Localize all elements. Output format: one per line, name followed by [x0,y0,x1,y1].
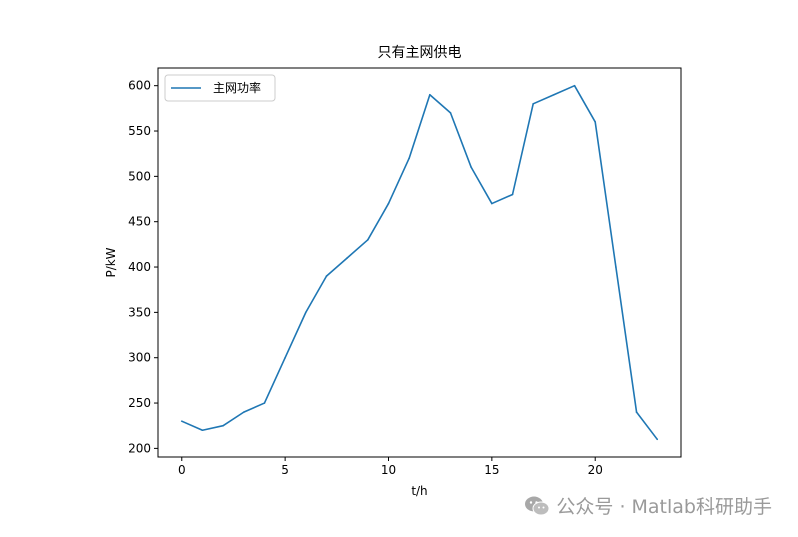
data-point [222,424,224,427]
watermark: 公众号 · Matlab科研助手 [524,492,772,519]
plot-area-frame [157,67,682,458]
data-point [242,411,245,413]
data-point [429,93,431,96]
x-tick-label: 15 [484,463,499,477]
data-point [491,202,493,205]
x-axis-title: t/h [411,484,427,498]
x-tick-label: 20 [588,463,603,477]
data-point [180,420,183,422]
data-point [387,202,390,205]
y-tick-label: 450 [128,215,151,229]
data-point [449,112,452,114]
data-point [594,121,597,123]
data-point [553,93,555,96]
y-tick-label: 400 [128,260,151,274]
data-point [367,239,369,241]
data-point [470,166,472,169]
data-point [573,84,576,87]
data-point [532,103,534,105]
y-tick-label: 200 [128,441,151,455]
data-point [325,275,328,277]
watermark-text: 公众号 · Matlab科研助手 [556,496,772,518]
y-tick-label: 300 [128,351,151,365]
data-point [408,157,410,160]
y-tick-label: 500 [128,169,151,183]
wechat-icon [525,496,550,515]
legend-label: 主网功率 [213,80,261,95]
series-line [181,84,658,440]
y-tick-label: 600 [128,79,151,93]
y-tick-label: 350 [128,305,151,319]
x-axis: 0 5 10 15 20 [178,457,603,477]
data-point [284,356,286,359]
data-point [511,193,514,196]
legend-box [164,74,276,102]
legend: 主网功率 [164,74,276,102]
data-point [263,402,266,404]
data-point [346,257,348,259]
x-tick-label: 0 [178,463,186,477]
y-tick-label: 250 [128,396,151,410]
x-tick-label: 5 [281,463,289,477]
data-point [615,266,617,268]
data-point [305,311,307,314]
y-tick-label: 550 [128,124,151,138]
data-point [635,411,638,413]
y-axis: 200 250 300 350 400 450 500 550 600 [128,79,158,455]
series-layer [180,84,659,441]
data-point [656,438,659,441]
x-tick-label: 10 [381,463,396,477]
y-axis-title: P/kW [104,247,118,277]
chart-title: 只有主网供电 [378,45,462,61]
data-point [201,429,204,432]
